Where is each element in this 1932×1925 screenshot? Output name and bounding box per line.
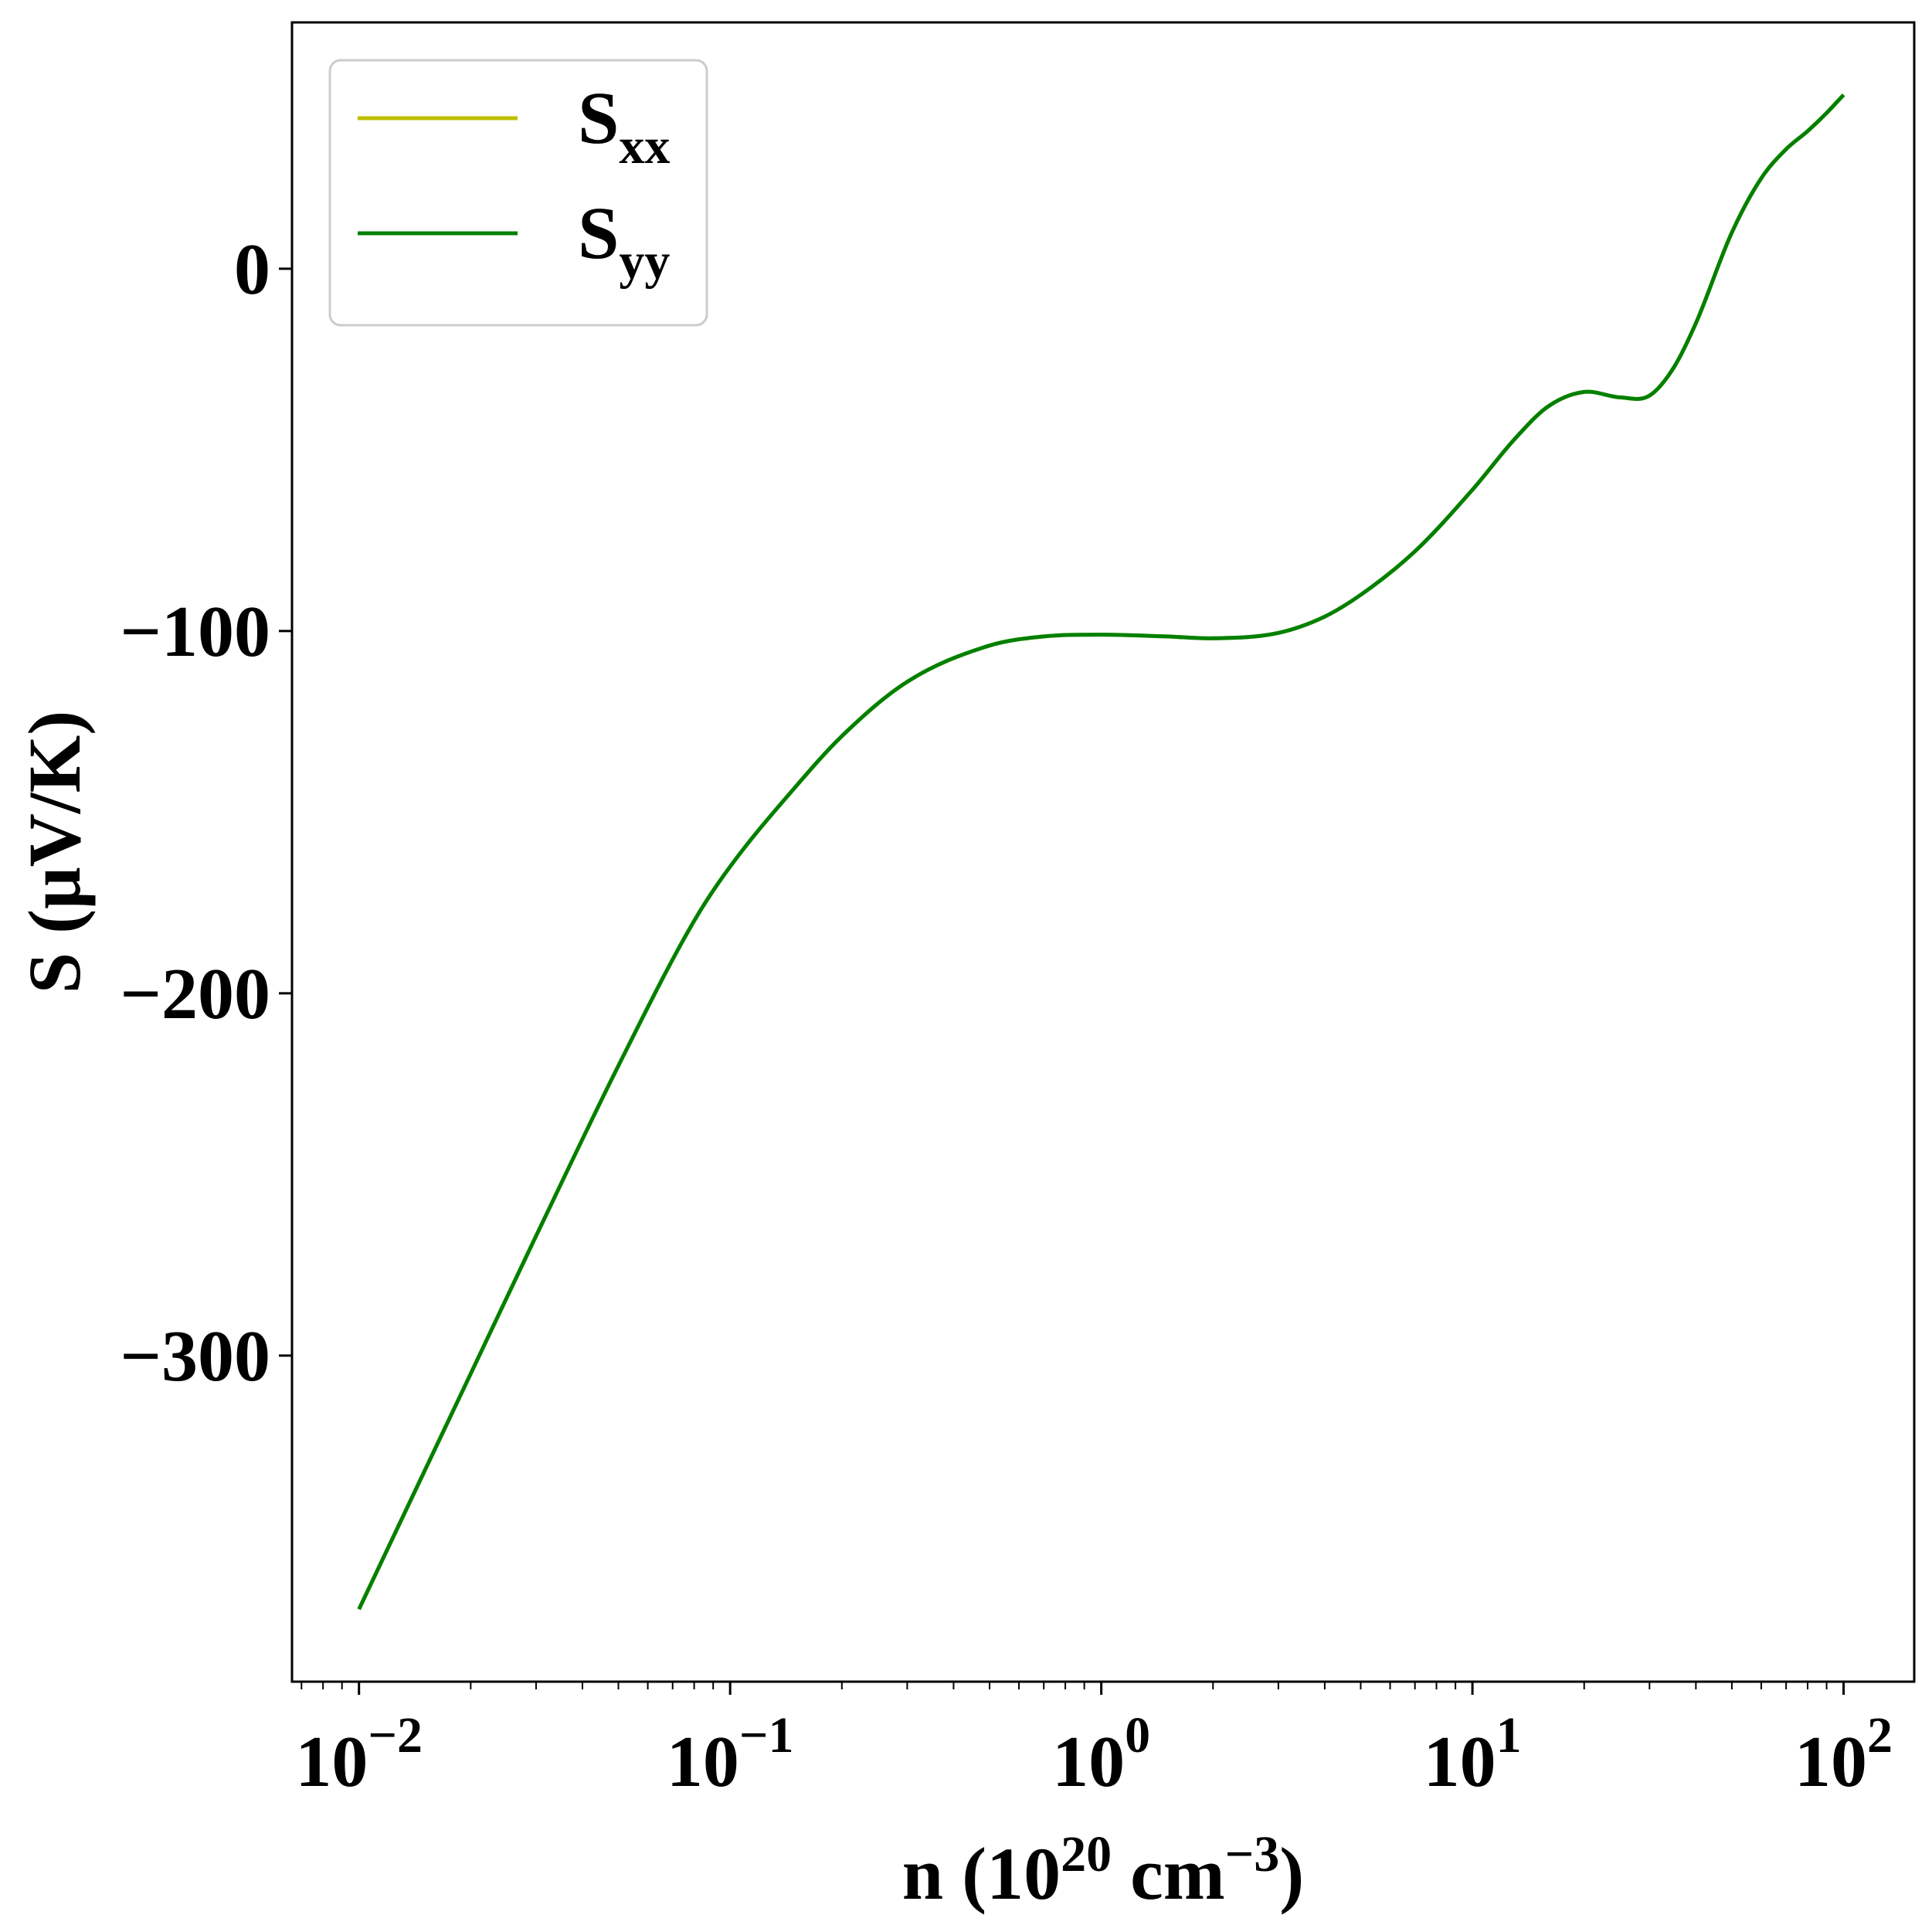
x-axis-ticks: 10−2 10−1 100 101 102: [295, 1682, 1893, 1802]
series-layer: [357, 93, 1845, 1611]
y-axis-label: S (μV/K): [13, 711, 96, 993]
y-tick-label: −200: [120, 954, 270, 1034]
x-tick-label: 100: [1052, 1707, 1150, 1802]
legend-label-syy: Syy: [578, 192, 670, 290]
plot-area-frame: [290, 21, 1916, 1683]
x-tick-label: 102: [1794, 1707, 1893, 1802]
y-tick-label: −300: [120, 1316, 270, 1397]
legend-frame: [328, 59, 708, 327]
x-axis-label: n (1020 cm−3): [902, 1826, 1305, 1915]
y-axis-ticks: 0 −100 −200 −300: [120, 229, 292, 1397]
y-tick-label: 0: [234, 229, 270, 310]
y-tick-label: −100: [120, 592, 270, 672]
legend: Sxx Syy: [328, 59, 708, 327]
series-line-syy: [357, 93, 1845, 1611]
x-tick-label: 101: [1424, 1707, 1522, 1802]
x-tick-label: 10−2: [295, 1707, 423, 1802]
x-tick-label: 10−1: [667, 1707, 794, 1802]
legend-label-sxx: Sxx: [578, 76, 670, 175]
